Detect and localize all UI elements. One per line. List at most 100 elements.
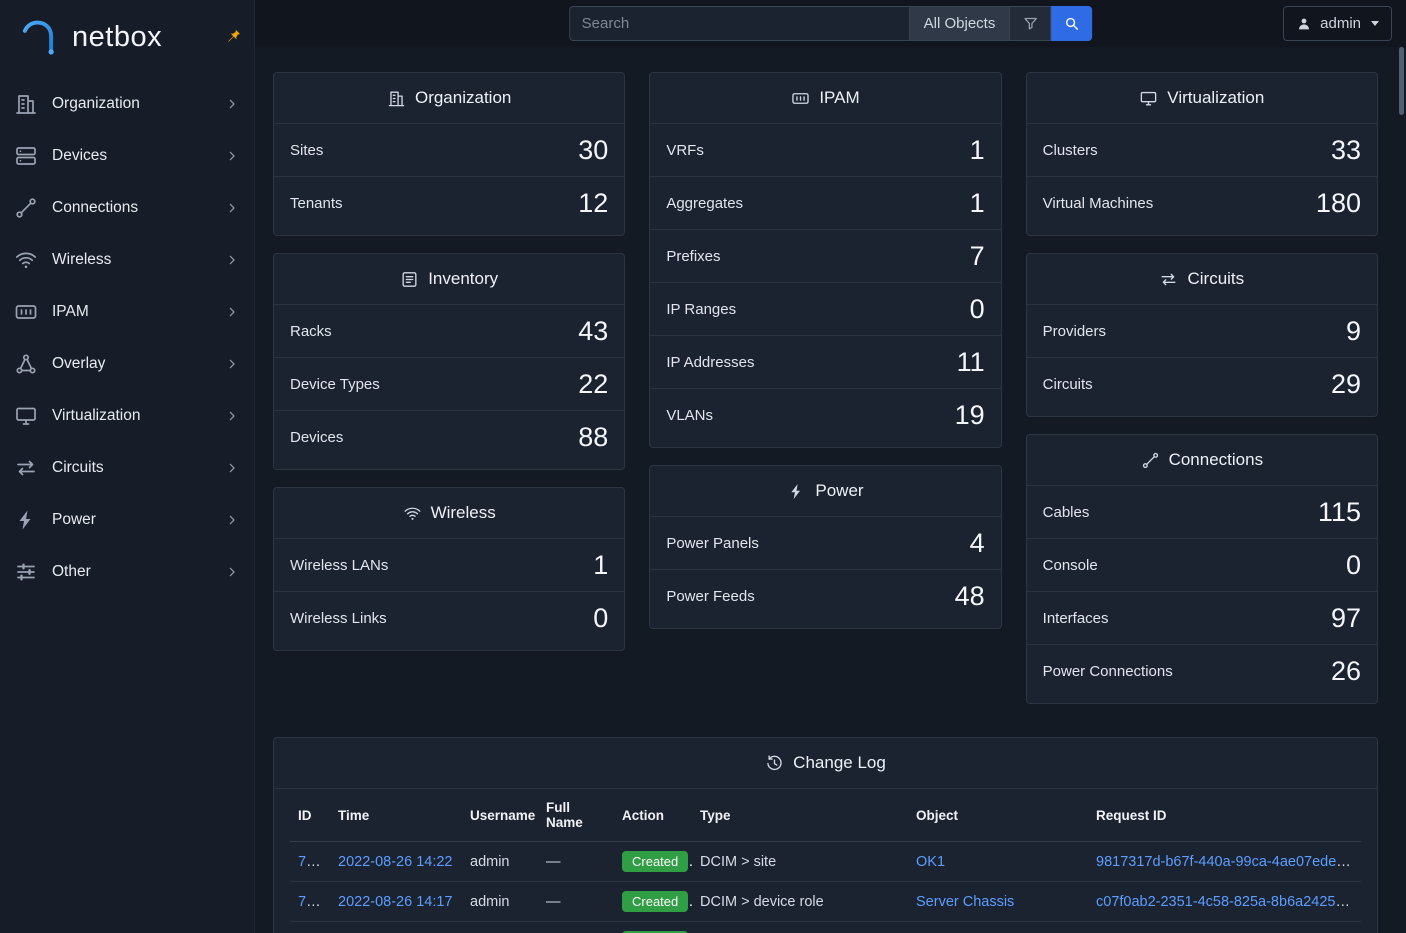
search-input[interactable] [568, 6, 909, 41]
connections-card: Connections Cables 115 Console 0 Interfa… [1025, 434, 1378, 704]
stat-value[interactable]: 19 [954, 400, 985, 430]
stat-label[interactable]: Racks [290, 322, 332, 340]
bolt-icon [14, 508, 38, 532]
stat-label[interactable]: Sites [290, 141, 324, 159]
wifi-icon [403, 504, 422, 523]
brand-name[interactable]: netbox [72, 20, 163, 53]
stat-row-vrfs: VRFs 1 [650, 124, 1001, 177]
stat-label[interactable]: Power Feeds [666, 588, 755, 605]
col-header-full-name[interactable]: Full Name [538, 789, 614, 842]
inventory-card: Inventory Racks 43 Device Types 22 Devic… [273, 253, 626, 470]
sidebar-item-devices[interactable]: Devices [0, 130, 254, 182]
stat-value[interactable]: 97 [1330, 602, 1361, 633]
scrollbar-thumb[interactable] [1399, 47, 1404, 115]
stat-label[interactable]: Cables [1042, 503, 1090, 521]
stat-value[interactable]: 88 [578, 422, 609, 452]
stat-value[interactable]: 43 [578, 315, 609, 346]
col-header-type[interactable]: Type [692, 789, 908, 842]
stat-label[interactable]: Power Connections [1042, 663, 1173, 680]
stat-label[interactable]: Tenants [290, 195, 343, 212]
col-header-username[interactable]: Username [462, 789, 538, 842]
change-time-link[interactable]: 2022-08-26 14:22 [338, 853, 453, 870]
stat-label[interactable]: Console [1042, 556, 1098, 574]
sidebar-item-organization[interactable]: Organization [0, 78, 254, 130]
sidebar-item-connections[interactable]: Connections [0, 182, 254, 234]
stat-label[interactable]: Wireless Links [290, 610, 387, 627]
change-username: admin [470, 853, 510, 870]
stat-label[interactable]: Wireless LANs [290, 556, 389, 574]
user-menu-button[interactable]: admin [1283, 6, 1392, 41]
change-object-link[interactable]: Server Chassis [916, 893, 1015, 910]
col-header-object[interactable]: Object [908, 789, 1088, 842]
stat-row-ip-addresses: IP Addresses 11 [650, 336, 1001, 389]
stat-label[interactable]: Prefixes [666, 247, 721, 265]
stat-label[interactable]: IP Ranges [666, 300, 737, 318]
sidebar-item-label: Connections [52, 199, 139, 216]
stat-value[interactable]: 29 [1330, 369, 1361, 399]
stat-label[interactable]: Providers [1042, 322, 1107, 340]
sidebar-item-other[interactable]: Other [0, 546, 254, 598]
search-icon [1063, 15, 1080, 32]
change-time-link[interactable]: 2022-08-26 14:17 [338, 893, 453, 910]
change-request-id-link[interactable]: c07f0ab2-2351-4c58-825a-8b6a2425a1ab [1096, 893, 1361, 910]
stat-label[interactable]: IP Addresses [666, 353, 755, 371]
stat-value[interactable]: 1 [593, 549, 609, 580]
stat-value[interactable]: 1 [969, 187, 985, 218]
stat-value[interactable]: 26 [1330, 656, 1361, 686]
stat-label[interactable]: Virtual Machines [1042, 195, 1154, 212]
stat-row-devices: Devices 88 [274, 411, 624, 464]
stat-value[interactable]: 22 [578, 368, 609, 399]
stat-value[interactable]: 115 [1317, 496, 1361, 527]
stat-row-racks: Racks 43 [274, 305, 625, 358]
stat-value[interactable]: 30 [578, 134, 609, 165]
sidebar-item-virtualization[interactable]: Virtualization [0, 390, 254, 442]
col-header-id[interactable]: ID [290, 789, 330, 842]
building-icon [14, 92, 38, 116]
stat-label[interactable]: Circuits [1042, 376, 1093, 393]
stat-row-power-connections: Power Connections 26 [1027, 645, 1377, 698]
stat-value[interactable]: 7 [969, 240, 985, 271]
search-button[interactable] [1051, 6, 1093, 41]
stat-label[interactable]: Devices [290, 429, 344, 446]
sidebar-item-wireless[interactable]: Wireless [0, 234, 254, 286]
stat-value[interactable]: 1 [969, 134, 985, 165]
stat-value[interactable]: 0 [593, 603, 609, 633]
stat-label[interactable]: Clusters [1042, 141, 1098, 159]
dashboard: Organization Sites 30 Tenants 12 [255, 47, 1406, 933]
stat-label[interactable]: Device Types [290, 375, 380, 393]
monitor-icon [14, 404, 38, 428]
sidebar-item-overlay[interactable]: Overlay [0, 338, 254, 390]
stat-label[interactable]: VLANs [666, 407, 714, 424]
stat-row-wireless-links: Wireless Links 0 [274, 592, 624, 645]
stat-label[interactable]: VRFs [666, 141, 704, 159]
stat-value[interactable]: 9 [1345, 315, 1361, 346]
stat-value[interactable]: 0 [1345, 549, 1361, 580]
stat-value[interactable]: 48 [954, 581, 985, 611]
col-header-action[interactable]: Action [614, 789, 692, 842]
stat-value[interactable]: 11 [956, 346, 985, 377]
stat-value[interactable]: 180 [1315, 188, 1361, 218]
change-id-link[interactable]: 754 [298, 893, 323, 910]
sidebar-item-power[interactable]: Power [0, 494, 254, 546]
change-request-id-link[interactable]: 9817317d-b67f-440a-99ca-4ae07ede94df [1096, 853, 1361, 870]
stat-value[interactable]: 12 [578, 188, 609, 218]
sidebar-item-ipam[interactable]: IPAM [0, 286, 254, 338]
stat-label[interactable]: Power Panels [666, 534, 759, 552]
object-type-button[interactable]: All Objects [908, 6, 1011, 41]
change-id-link[interactable]: 755 [298, 853, 323, 870]
counter-icon [791, 89, 810, 108]
filter-button[interactable] [1010, 6, 1052, 41]
stat-label[interactable]: Aggregates [666, 194, 744, 212]
pin-sidebar-icon[interactable] [226, 28, 242, 44]
stat-row-aggregates: Aggregates 1 [650, 177, 1001, 230]
stat-row-interfaces: Interfaces 97 [1026, 592, 1377, 645]
chevron-right-icon [224, 96, 240, 112]
stat-label[interactable]: Interfaces [1042, 609, 1109, 627]
stat-value[interactable]: 4 [969, 527, 985, 558]
col-header-time[interactable]: Time [330, 789, 462, 842]
stat-value[interactable]: 33 [1330, 134, 1361, 165]
col-header-request-id[interactable]: Request ID [1088, 789, 1361, 842]
sidebar-item-circuits[interactable]: Circuits [0, 442, 254, 494]
stat-value[interactable]: 0 [969, 293, 985, 324]
change-object-link[interactable]: OK1 [916, 853, 946, 870]
